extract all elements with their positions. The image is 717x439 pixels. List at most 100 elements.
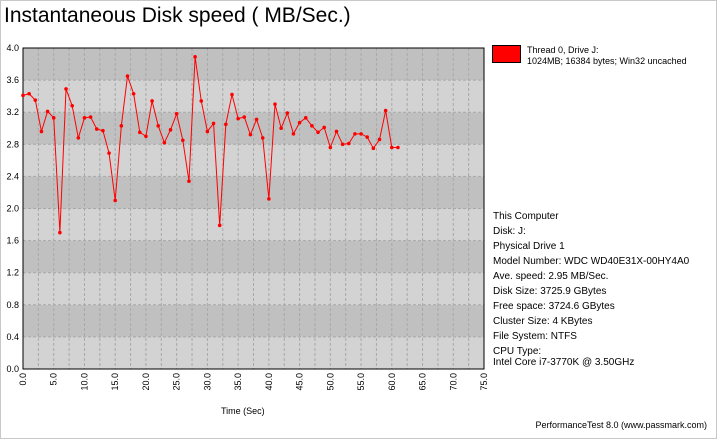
info-physical-drive: Physical Drive 1 — [493, 241, 565, 252]
info-cpu-value: Intel Core i7-3770K @ 3.50GHz — [493, 357, 635, 368]
data-point — [217, 223, 222, 228]
data-point — [125, 74, 130, 78]
data-point — [371, 146, 376, 151]
x-tick-label: 55.0 — [356, 373, 366, 391]
data-point — [316, 130, 320, 135]
x-tick-label: 60.0 — [387, 373, 397, 391]
data-point — [230, 92, 234, 97]
data-point — [236, 116, 240, 121]
data-point — [82, 116, 87, 120]
info-disk: Disk: J: — [493, 226, 526, 237]
x-tick-label: 10.0 — [79, 373, 89, 391]
data-point — [101, 128, 105, 133]
computer-info: This Computer Disk: J: Physical Drive 1 … — [493, 209, 689, 370]
data-point — [334, 129, 339, 134]
data-point — [377, 137, 382, 142]
data-point — [119, 124, 124, 128]
data-point — [205, 129, 210, 134]
data-point — [70, 103, 74, 108]
info-file-system: File System: NTFS — [493, 331, 577, 342]
data-point — [144, 134, 148, 139]
legend-swatch — [492, 45, 521, 63]
legend: Thread 0, Drive J: 1024MB; 16384 bytes; … — [527, 45, 687, 67]
data-point — [353, 132, 357, 136]
data-point — [88, 115, 93, 119]
info-ave-speed: Ave. speed: 2.95 MB/Sec. — [493, 271, 609, 282]
x-tick-label: 50.0 — [325, 373, 335, 391]
x-tick-label: 65.0 — [418, 373, 428, 391]
data-point — [131, 91, 136, 96]
data-point — [297, 120, 302, 125]
info-model: Model Number: WDC WD40E31X-00HY4A0 — [493, 256, 690, 267]
info-cpu-label: CPU Type: — [493, 346, 542, 357]
x-tick-label: 40.0 — [264, 373, 274, 391]
data-point — [273, 102, 277, 106]
footer-credit: PerformanceTest 8.0 (www.passmark.com) — [535, 420, 707, 430]
y-tick-label: 2.4 — [6, 171, 19, 181]
data-point — [45, 109, 50, 114]
plot-border — [22, 47, 485, 370]
data-point — [64, 87, 68, 91]
x-axis-label: Time (Sec) — [221, 406, 265, 416]
data-point — [224, 122, 228, 127]
data-point — [193, 55, 197, 59]
y-tick-label: 2.8 — [6, 139, 19, 149]
y-tick-label: 3.6 — [6, 75, 19, 85]
y-tick-label: 0.4 — [6, 332, 19, 342]
data-point — [162, 140, 167, 145]
data-point — [359, 132, 363, 136]
data-point — [107, 151, 111, 155]
x-tick-label: 25.0 — [172, 373, 182, 391]
data-point — [39, 129, 44, 134]
y-tick-label: 1.6 — [6, 236, 19, 246]
x-tick-label: 75.0 — [479, 373, 489, 391]
y-tick-label: 3.2 — [6, 107, 19, 117]
data-point — [113, 198, 117, 203]
x-tick-label: 45.0 — [295, 373, 305, 391]
x-tick-label: 70.0 — [448, 373, 458, 391]
info-cluster-size: Cluster Size: 4 KBytes — [493, 316, 593, 327]
data-point — [156, 124, 161, 128]
data-point — [254, 117, 259, 122]
legend-line1: Thread 0, Drive J: — [527, 45, 599, 55]
x-tick-label: 15.0 — [110, 373, 120, 391]
data-point — [328, 145, 333, 150]
data-point — [150, 99, 154, 103]
data-point — [267, 197, 271, 201]
x-tick-label: 0.0 — [18, 373, 28, 386]
y-tick-label: 0.0 — [6, 364, 19, 374]
data-point — [76, 136, 81, 140]
data-point — [168, 128, 173, 132]
data-point — [365, 135, 370, 139]
data-point — [211, 121, 216, 126]
y-tick-label: 0.8 — [6, 300, 19, 310]
chart-title: Instantaneous Disk speed ( MB/Sec.) — [4, 4, 351, 27]
x-tick-label: 20.0 — [141, 373, 151, 391]
data-point — [58, 230, 62, 235]
y-tick-label: 1.2 — [6, 268, 19, 278]
data-point — [291, 132, 296, 136]
info-free-space: Free space: 3724.6 GBytes — [493, 301, 615, 312]
data-point — [21, 93, 25, 98]
data-point — [346, 141, 351, 146]
data-point — [27, 91, 31, 96]
info-heading: This Computer — [493, 211, 559, 222]
data-point — [51, 116, 56, 120]
x-tick-label: 35.0 — [233, 373, 243, 391]
data-point — [137, 130, 142, 135]
data-point — [310, 124, 314, 128]
data-point — [242, 115, 247, 119]
info-disk-size: Disk Size: 3725.9 GBytes — [493, 286, 607, 297]
data-point — [187, 179, 191, 184]
data-point — [322, 125, 326, 130]
y-tick-label: 4.0 — [6, 43, 19, 53]
x-tick-label: 30.0 — [202, 373, 212, 391]
data-point — [248, 132, 253, 137]
data-point — [396, 145, 400, 150]
data-point — [199, 99, 204, 103]
data-point — [279, 126, 283, 131]
y-tick-label: 2.0 — [6, 204, 19, 214]
data-point — [383, 108, 388, 113]
x-tick-label: 5.0 — [49, 373, 59, 386]
